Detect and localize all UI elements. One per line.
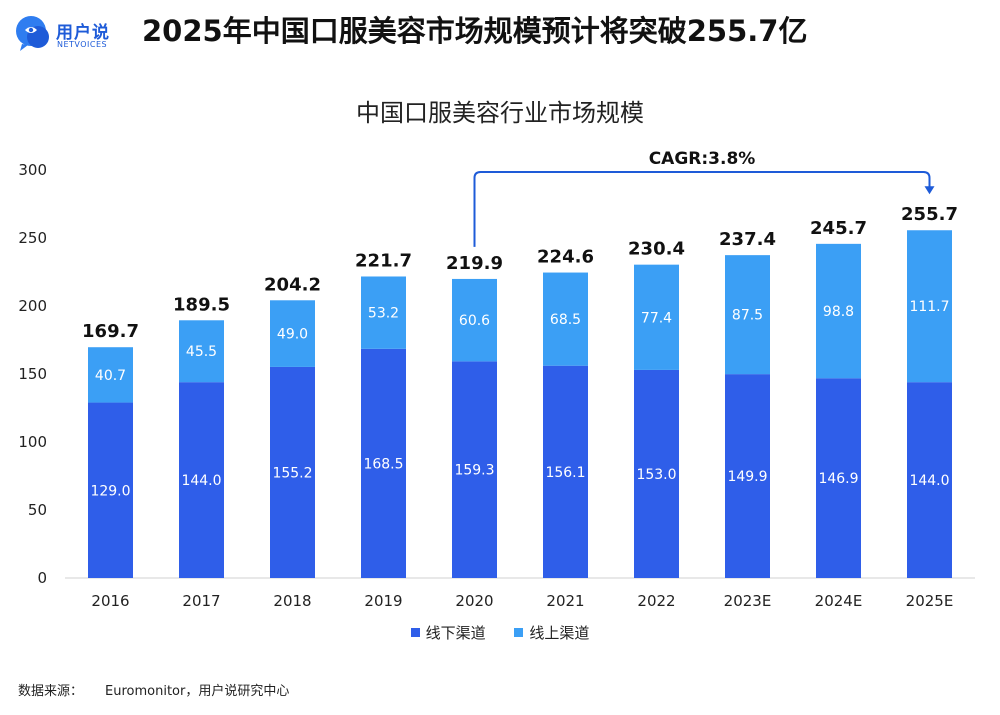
page-title: 2025年中国口服美容市场规模预计将突破255.7亿	[142, 14, 808, 48]
bar-segment-online	[179, 320, 224, 383]
bar-value-label: 144.0	[181, 473, 221, 489]
y-tick-label: 50	[28, 501, 47, 519]
bar-value-label: 77.4	[641, 310, 672, 326]
bar-value-label: 129.0	[90, 483, 130, 499]
bar-total-label: 219.9	[446, 253, 503, 274]
bar-value-label: 153.0	[636, 467, 676, 483]
bar-total-label: 169.7	[82, 321, 139, 342]
bar-segment-offline	[907, 382, 952, 578]
bar-segment-online	[270, 300, 315, 367]
bar-total-label: 230.4	[628, 239, 685, 260]
bar-value-label: 168.5	[363, 456, 403, 472]
bar-segment-offline	[361, 348, 406, 578]
bar-total-label: 189.5	[173, 294, 230, 315]
bar-segment-offline	[452, 361, 497, 578]
bar-total-label: 221.7	[355, 250, 412, 271]
x-tick-label: 2017	[182, 592, 220, 610]
bar-value-label: 155.2	[272, 465, 312, 481]
bar-segment-offline	[725, 374, 770, 578]
cagr-bracket-line	[473, 171, 931, 247]
bar-segment-offline	[88, 402, 133, 578]
source-value: Euromonitor，用户说研究中心	[105, 684, 290, 699]
x-tick-label: 2022	[637, 592, 675, 610]
bar-value-label: 146.9	[818, 471, 858, 487]
bar-value-label: 45.5	[186, 344, 217, 360]
legend-swatch-online	[514, 628, 524, 637]
bar-value-label: 68.5	[550, 312, 581, 328]
bar-value-label: 49.0	[277, 327, 308, 343]
cagr-label: CAGR:3.8%	[649, 149, 756, 169]
bar-segment-online	[907, 230, 952, 383]
bar-segment-online	[543, 272, 588, 366]
bar-value-label: 149.9	[727, 469, 767, 485]
source-label: 数据来源：	[18, 684, 84, 699]
chart-title: 中国口服美容行业市场规模	[356, 99, 644, 127]
bar-value-label: 111.7	[909, 299, 949, 315]
bar-segment-online	[634, 264, 679, 370]
bar-segment-online	[88, 347, 133, 403]
chart-legend: 线下渠道 线上渠道	[0, 622, 1000, 643]
bar-segment-offline	[634, 369, 679, 578]
legend-swatch-offline	[410, 628, 420, 637]
bar-value-label: 144.0	[909, 473, 949, 489]
bar-total-label: 224.6	[537, 247, 594, 268]
bar-segment-offline	[543, 365, 588, 578]
y-tick-label: 300	[18, 161, 47, 179]
bar-total-label: 255.7	[901, 204, 958, 225]
bar-segment-offline	[816, 378, 861, 578]
x-tick-label: 2019	[364, 592, 402, 610]
x-tick-label: 2016	[91, 592, 129, 610]
y-tick-label: 250	[18, 229, 47, 247]
cagr-arrow-icon	[924, 186, 935, 195]
logo-name-cn: 用户说	[56, 23, 110, 43]
y-tick-label: 100	[18, 433, 47, 451]
bar-segment-online	[452, 278, 497, 362]
x-tick-label: 2023E	[724, 592, 772, 610]
bar-value-label: 60.6	[459, 313, 490, 329]
bar-total-label: 237.4	[719, 229, 776, 250]
x-tick-label: 2025E	[906, 592, 954, 610]
bar-value-label: 87.5	[732, 308, 763, 324]
bar-value-label: 40.7	[95, 368, 126, 384]
speech-bubble-logo-icon	[16, 16, 49, 51]
x-tick-label: 2020	[455, 592, 493, 610]
x-tick-label: 2018	[273, 592, 311, 610]
bar-total-label: 204.2	[264, 274, 321, 295]
legend-item-offline: 线下渠道	[410, 622, 486, 643]
x-tick-label: 2021	[546, 592, 584, 610]
logo: 用户说 NETVOICES	[14, 12, 134, 56]
bar-value-label: 98.8	[823, 304, 854, 320]
bar-segment-online	[725, 255, 770, 375]
bar-value-label: 159.3	[454, 463, 494, 479]
y-tick-label: 0	[37, 569, 47, 587]
legend-label-online: 线上渠道	[529, 624, 590, 642]
bar-segment-offline	[179, 382, 224, 578]
legend-item-online: 线上渠道	[514, 622, 589, 643]
y-tick-label: 150	[18, 365, 47, 383]
bar-segment-offline	[270, 366, 315, 578]
source-note: 数据来源： Euromonitor，用户说研究中心	[18, 680, 289, 699]
bar-total-label: 245.7	[810, 218, 867, 239]
bar-segment-online	[361, 276, 406, 349]
x-tick-label: 2024E	[815, 592, 863, 610]
bar-segment-online	[816, 243, 861, 379]
y-tick-label: 200	[18, 297, 47, 315]
logo-name-en: NETVOICES	[57, 40, 108, 49]
legend-label-offline: 线下渠道	[425, 624, 486, 642]
bar-value-label: 53.2	[368, 306, 399, 322]
bar-value-label: 156.1	[545, 465, 585, 481]
